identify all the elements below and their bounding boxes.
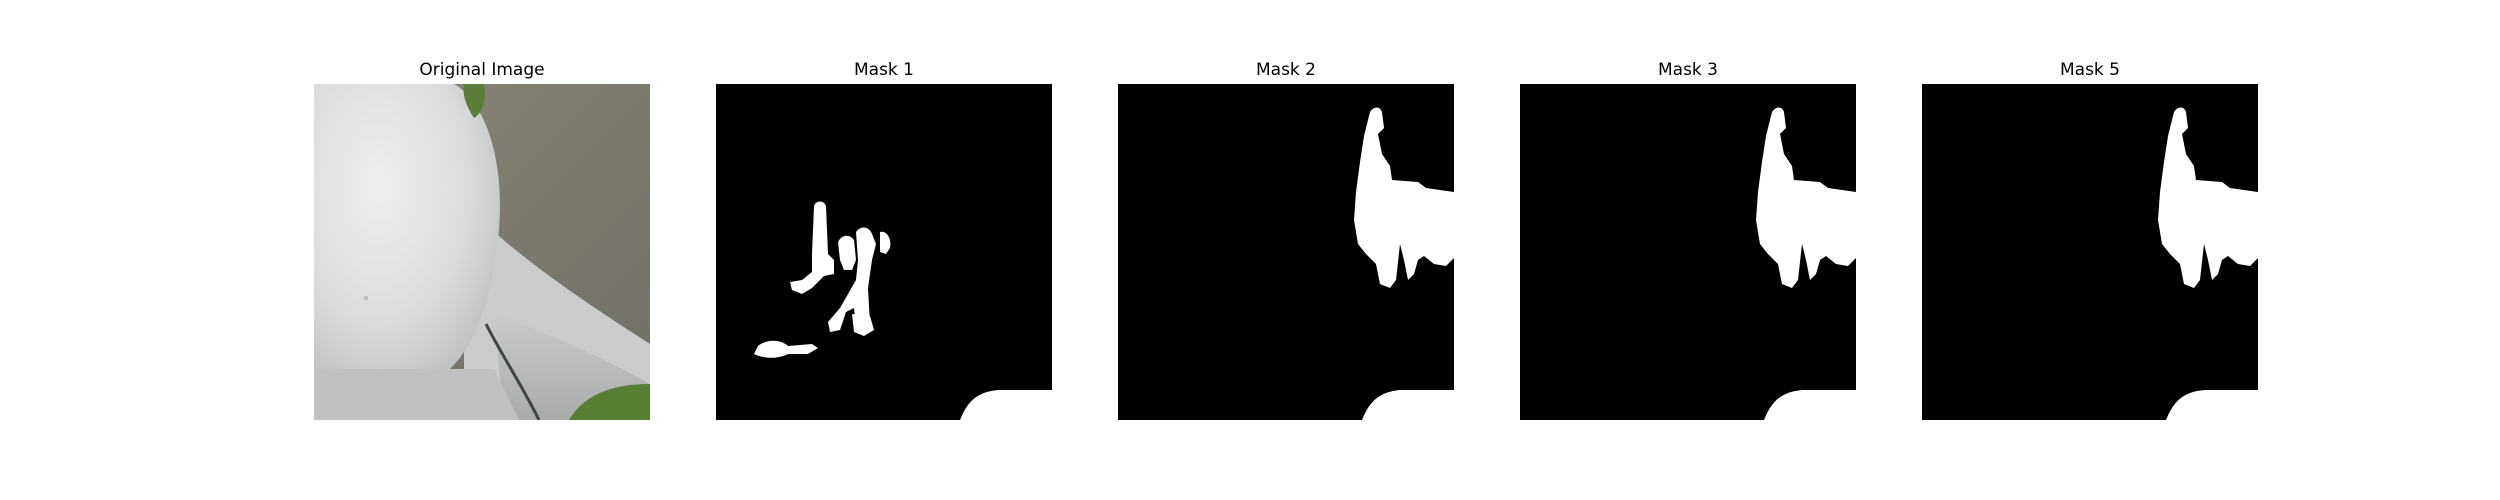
panel-title-mask-2: Mask 2	[1255, 60, 1316, 80]
speck	[364, 296, 368, 300]
white-bulb	[314, 84, 500, 374]
panel-title-mask-5: Mask 5	[2059, 60, 2120, 80]
mask-2-image	[1118, 84, 1454, 420]
mask-2-regions	[1354, 107, 1454, 420]
panel-title-mask-1: Mask 1	[853, 60, 914, 80]
mask-3-image	[1520, 84, 1856, 420]
mask-5-image	[1922, 84, 2258, 420]
mask-3-panel: Mask 3	[1520, 60, 1856, 420]
lower-surface	[314, 369, 519, 420]
original-image	[314, 84, 650, 420]
mask-5-panel: Mask 5	[1922, 60, 2258, 420]
original-image-panel: Original Image	[314, 60, 650, 420]
panel-title-original-image: Original Image	[419, 60, 545, 80]
mask-3-regions	[1756, 107, 1856, 420]
mask-1-panel: Mask 1	[716, 60, 1052, 420]
green-leaf-top	[463, 84, 485, 118]
mask-2-panel: Mask 2	[1118, 60, 1454, 420]
green-leaf-bottom	[569, 384, 650, 420]
mask-5-regions	[2158, 107, 2258, 420]
panel-title-mask-3: Mask 3	[1657, 60, 1718, 80]
mask-1-image	[716, 84, 1052, 420]
dark-cable	[484, 323, 541, 420]
mask-1-regions	[754, 201, 1052, 420]
